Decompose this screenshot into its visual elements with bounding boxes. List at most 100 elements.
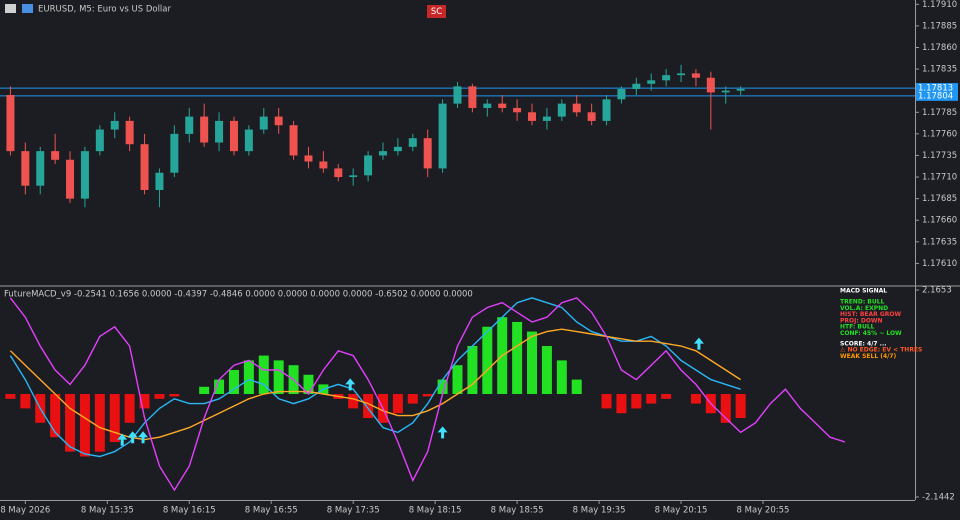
panel-line: PROJ: DOWN <box>840 317 883 324</box>
candle-body <box>95 129 104 152</box>
candle-body <box>468 86 477 108</box>
panel-line: TREND: BULL <box>840 299 885 306</box>
candle-body <box>125 120 134 145</box>
panel-line: SCORE: 4/7 ... <box>840 340 887 347</box>
candle-body <box>542 116 551 121</box>
candle-body <box>200 116 209 143</box>
signal-arrow <box>437 426 448 439</box>
histogram-bar <box>20 394 31 409</box>
indicator-title: FutureMACD_v9 -0.2541 0.1656 0.0000 -0.4… <box>4 290 473 300</box>
histogram-bar <box>154 394 165 399</box>
y-tick-label: 1.17860 <box>922 43 957 53</box>
candle-body <box>274 116 283 126</box>
histogram-bar <box>109 394 120 443</box>
candle-body <box>6 95 15 152</box>
badge-box[interactable] <box>427 5 446 18</box>
candle-body <box>632 83 641 89</box>
candle-body <box>721 90 730 93</box>
badge: SC <box>431 7 442 17</box>
candle-body <box>80 151 89 199</box>
histogram-bar <box>228 369 239 395</box>
signal-arrow <box>127 431 138 444</box>
histogram-bar <box>616 394 627 414</box>
candle-body <box>36 151 45 186</box>
panel-title: MACD SIGNAL <box>840 288 887 295</box>
y-tick-label: 1.17610 <box>922 259 957 269</box>
histogram-bar <box>467 345 478 395</box>
candle-body <box>528 112 537 121</box>
signal-arrow <box>117 433 128 446</box>
histogram-bar <box>661 394 672 399</box>
signal-arrow <box>693 337 704 350</box>
histogram-bar <box>139 394 150 409</box>
histogram-bar <box>407 394 418 404</box>
candle-body <box>155 172 164 190</box>
x-tick-label: 8 May 16:55 <box>245 506 298 516</box>
candle-body <box>423 138 432 169</box>
candle-body <box>691 73 700 78</box>
candle-body <box>453 86 462 104</box>
y-tick-label: 1.17685 <box>922 194 957 204</box>
indicator-line <box>9 297 846 492</box>
signal-arrow <box>345 378 356 391</box>
y-tick-label: 1.17710 <box>922 173 957 183</box>
histogram-bar <box>556 360 567 395</box>
x-tick-label: 8 May 15:35 <box>81 506 134 516</box>
symbol-title: EURUSD, M5: Euro vs US Dollar <box>38 5 171 15</box>
y-tick-label: 1.17635 <box>922 237 957 247</box>
candle-body <box>557 103 566 117</box>
x-tick-label: 8 May 18:55 <box>491 506 544 516</box>
histogram-bar <box>124 394 135 423</box>
level-label-box <box>916 83 958 94</box>
histogram-bar <box>452 365 463 395</box>
candle-body <box>706 77 715 93</box>
signal-arrow <box>138 431 149 444</box>
candle-body <box>498 103 507 108</box>
histogram-bar <box>512 321 523 395</box>
x-tick-label: 8 May 18:15 <box>409 506 462 516</box>
histogram-bar <box>348 394 359 409</box>
panel-line: HTF: BULL <box>840 324 875 331</box>
panel-line: CONF: 45% ~ LOW <box>840 330 902 337</box>
candle-body <box>334 168 343 178</box>
histogram-bar <box>527 331 538 395</box>
x-tick-label: 8 May 16:15 <box>163 506 216 516</box>
histogram-bar <box>65 394 76 452</box>
histogram-bar <box>258 355 269 395</box>
candle-body <box>572 103 581 113</box>
candle-body <box>319 161 328 169</box>
candle-body <box>378 151 387 156</box>
histogram-bar <box>571 379 582 395</box>
candle-body <box>244 129 253 152</box>
histogram-bar <box>169 394 180 397</box>
histogram-bar <box>631 394 642 409</box>
candle-body <box>170 133 179 173</box>
y-tick-label: 1.17885 <box>922 21 957 31</box>
y-tick-label: 1.17785 <box>922 108 957 118</box>
x-tick-label: 8 May 20:55 <box>737 506 790 516</box>
candle-body <box>304 155 313 162</box>
histogram-bar <box>243 360 254 395</box>
histogram-bar <box>5 394 16 399</box>
histogram-bar <box>482 326 493 395</box>
y-tick-label: 1.17660 <box>922 216 957 226</box>
y-tick-label: 1.17910 <box>922 0 957 10</box>
x-tick-label: 8 May 17:35 <box>327 506 380 516</box>
candle-body <box>408 138 417 147</box>
chart-icon[interactable] <box>22 4 33 13</box>
menu-icon[interactable] <box>5 4 16 13</box>
candle-body <box>438 103 447 169</box>
candle-body <box>110 120 119 130</box>
y-tick-label: 1.17760 <box>922 129 957 139</box>
panel-line: VOL.A: EXPND <box>840 305 888 312</box>
candle-body <box>617 88 626 100</box>
candle-body <box>736 88 745 91</box>
candle-body <box>140 144 149 190</box>
histogram-bar <box>735 394 746 419</box>
level-label: 1.17813 <box>918 84 953 94</box>
level-label-box <box>916 90 958 101</box>
y-tick-label: 2.1653 <box>922 286 952 296</box>
histogram-bar <box>422 394 433 397</box>
